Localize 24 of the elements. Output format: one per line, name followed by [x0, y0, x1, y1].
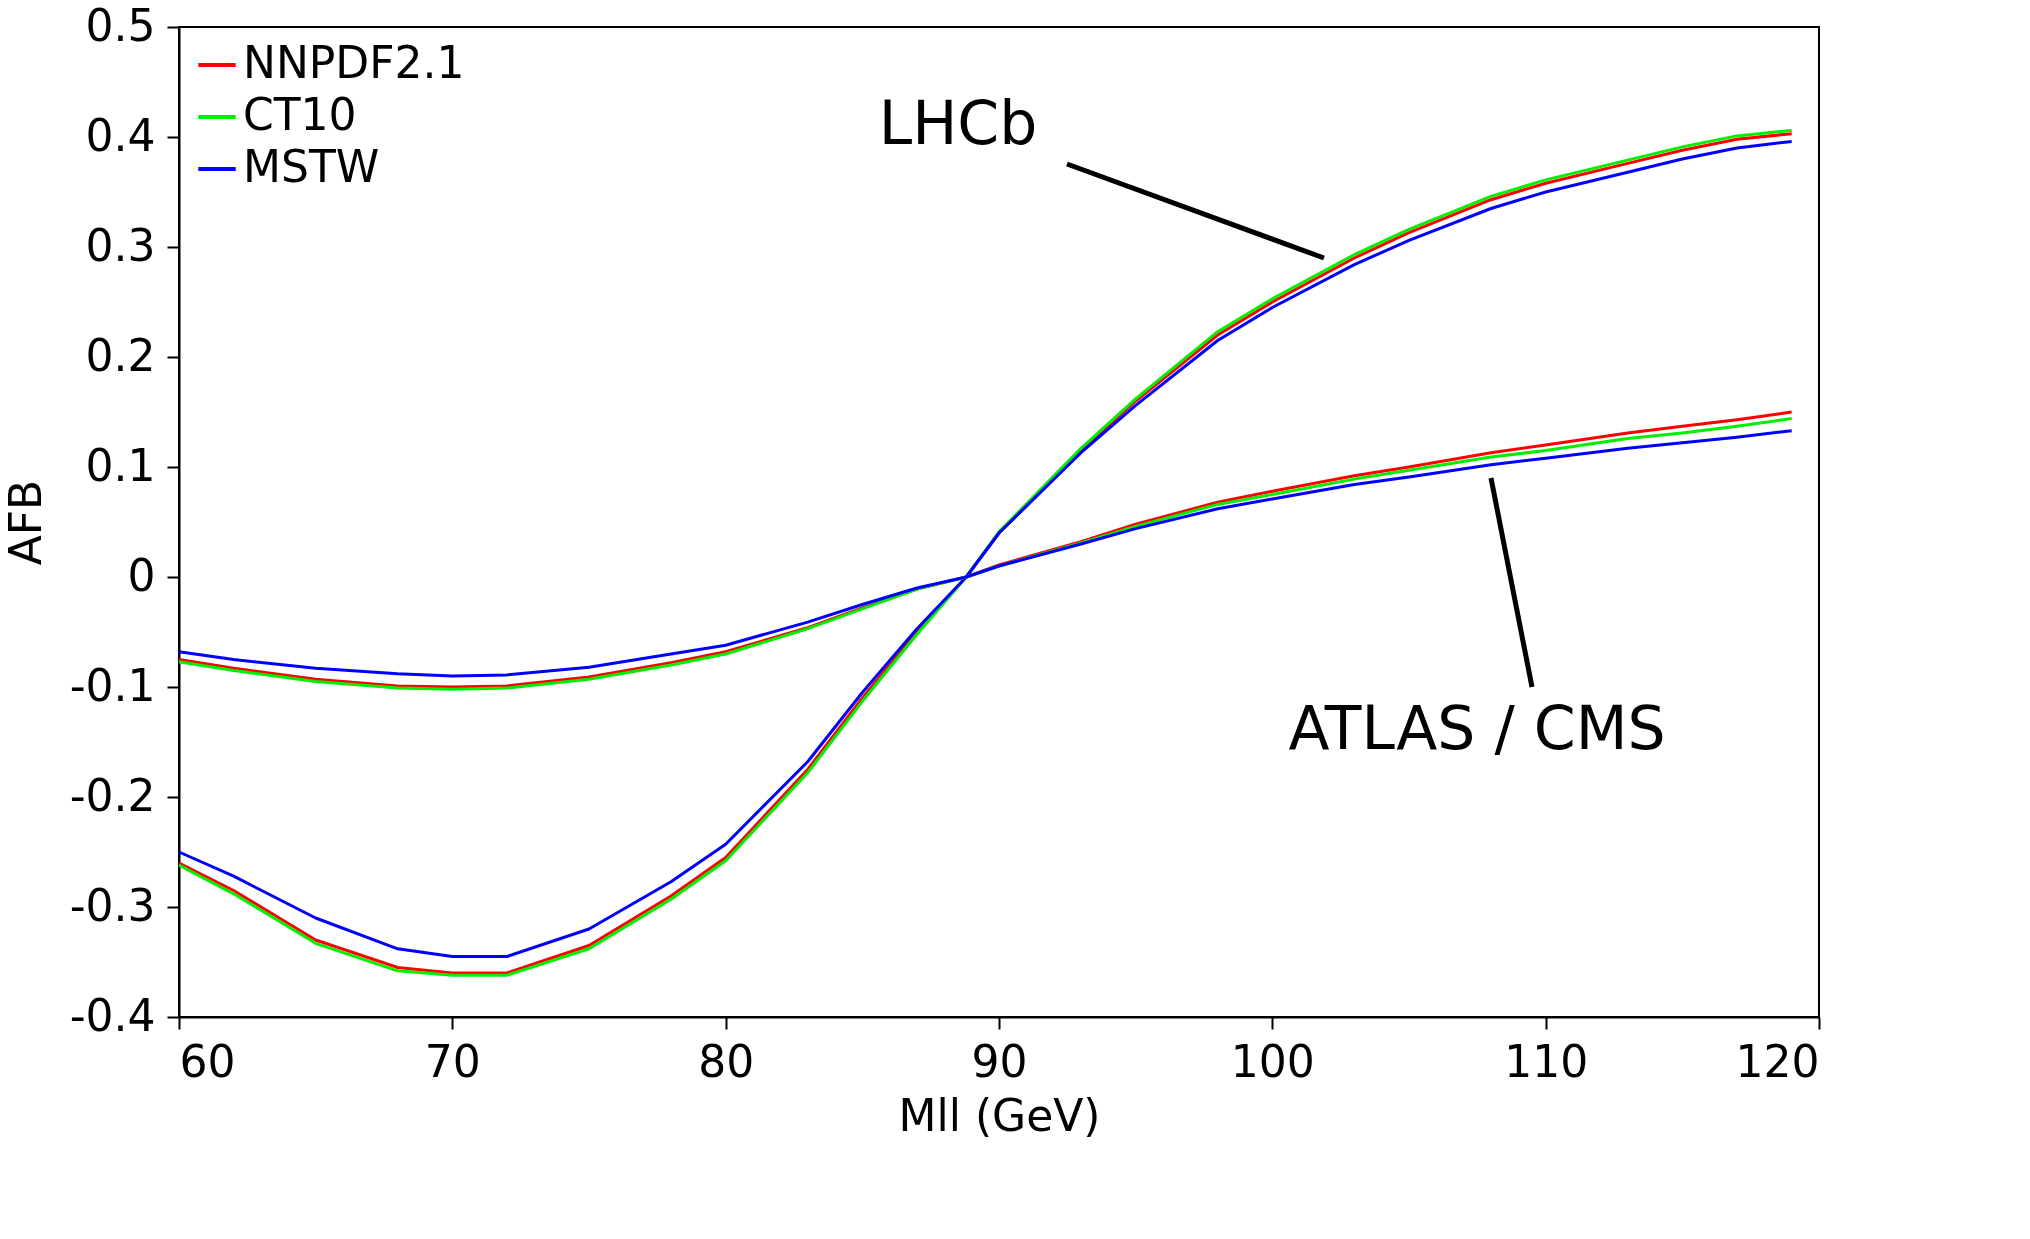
- y-tick-label: -0.4: [69, 989, 156, 1041]
- legend-label: CT10: [243, 89, 357, 140]
- y-tick-label: 0.4: [85, 109, 156, 161]
- y-tick-label: 0.2: [85, 329, 156, 381]
- x-tick-label: 60: [179, 1035, 236, 1087]
- y-tick-label: -0.2: [69, 769, 156, 821]
- y-tick-label: -0.3: [69, 879, 156, 931]
- annotation: LHCb: [878, 88, 1038, 158]
- x-tick-label: 80: [698, 1035, 755, 1087]
- y-tick-label: 0.1: [85, 439, 156, 491]
- x-axis-title: Mll (GeV): [898, 1089, 1101, 1141]
- annotation: ATLAS / CMS: [1288, 693, 1666, 763]
- x-tick-label: 110: [1504, 1035, 1589, 1087]
- x-tick-label: 100: [1230, 1035, 1315, 1087]
- legend-label: MSTW: [243, 141, 380, 192]
- y-axis-title: AFB: [0, 479, 51, 566]
- x-tick-label: 120: [1735, 1035, 1820, 1087]
- y-tick-label: 0: [127, 549, 156, 601]
- y-tick-label: 0.5: [85, 0, 156, 51]
- x-tick-label: 70: [424, 1035, 481, 1087]
- y-tick-label: -0.1: [69, 659, 156, 711]
- x-tick-label: 90: [971, 1035, 1028, 1087]
- y-tick-label: 0.3: [85, 219, 156, 271]
- legend-label: NNPDF2.1: [243, 37, 465, 88]
